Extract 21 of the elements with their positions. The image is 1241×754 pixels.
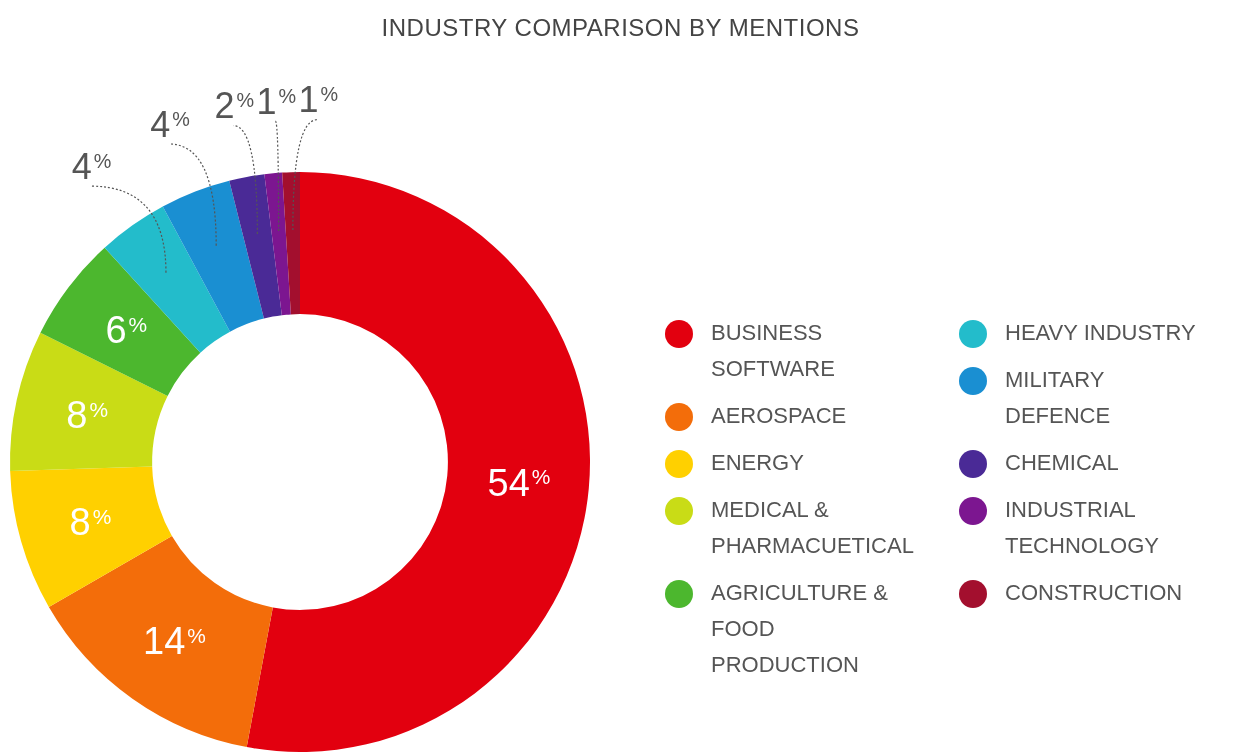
data-label: 54%: [487, 461, 551, 504]
legend-label: HEAVY INDUSTRY: [1005, 319, 1196, 347]
legend-label: MEDICAL & PHARMACUETICAL: [711, 496, 914, 560]
legend-label: CONSTRUCTION: [1005, 579, 1183, 607]
data-label: 2%: [214, 85, 255, 127]
data-label: 6%: [105, 309, 148, 352]
data-label: 4%: [150, 103, 190, 145]
chart-title: INDUSTRY COMPARISON BY MENTIONS: [380, 14, 861, 42]
data-label: 1%: [298, 79, 339, 121]
data-label: 4%: [71, 145, 112, 187]
legend-label: ENERGY: [711, 449, 804, 477]
legend-label: MILITARY DEFENCE: [1005, 366, 1112, 430]
legend-label: BUSINESS SOFTWARE: [711, 319, 836, 383]
data-label: 8%: [66, 394, 108, 437]
data-label: 14%: [143, 620, 206, 663]
legend-label: AEROSPACE: [711, 402, 847, 430]
legend-label: AGRICULTURE & FOOD PRODUCTION: [711, 579, 889, 679]
legend-label: CHEMICAL: [1005, 449, 1119, 477]
data-label: 1%: [256, 80, 297, 122]
legend-label: INDUSTRIAL TECHNOLOGY: [1005, 496, 1161, 560]
data-label: 8%: [69, 501, 112, 544]
